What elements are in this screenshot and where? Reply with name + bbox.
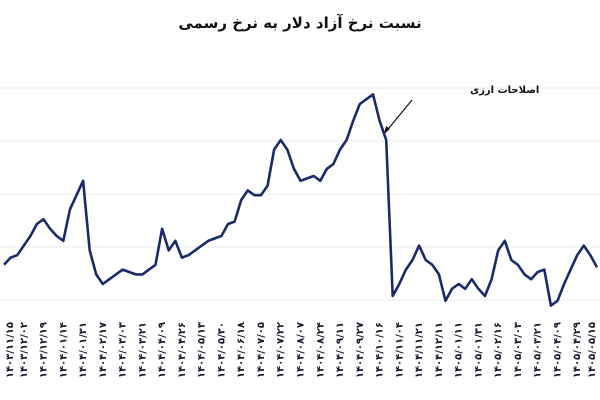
x-tick-label: ۱۴۰۵/۰۱/۱۱ bbox=[454, 322, 465, 378]
data-line bbox=[3, 93, 599, 307]
x-tick-label: ۱۴۰۳/۱۲/۱۹ bbox=[39, 322, 50, 378]
x-tick-label: ۱۴۰۴/۰۳/۲۱ bbox=[137, 322, 148, 378]
x-tick-label: ۱۴۰۵/۰۴/۲۹ bbox=[572, 322, 583, 378]
x-tick-label: ۱۴۰۴/۰۹/۲۷ bbox=[355, 322, 366, 378]
x-tick-label: ۱۴۰۴/۱۱/۲۱ bbox=[414, 322, 425, 378]
x-tick-label: ۱۴۰۳/۱۲/۰۲ bbox=[19, 322, 30, 378]
x-tick-label: ۱۴۰۴/۰۷/۲۲ bbox=[276, 322, 287, 378]
x-tick-label: ۱۴۰۵/۰۲/۱۶ bbox=[493, 322, 504, 378]
x-tick-label: ۱۴۰۴/۰۸/۲۴ bbox=[315, 322, 326, 378]
x-tick-label: ۱۴۰۴/۰۵/۳۰ bbox=[216, 322, 227, 378]
x-tick-label: ۱۴۰۴/۱۱/۰۴ bbox=[394, 322, 405, 378]
x-tick-label: ۱۴۰۳/۱۱/۱۵ bbox=[5, 322, 16, 378]
x-tick-label: ۱۴۰۴/۰۹/۱۱ bbox=[335, 322, 346, 378]
x-tick-label: ۱۴۰۵/۰۳/۲۱ bbox=[533, 322, 544, 378]
arrow-head bbox=[384, 126, 390, 134]
x-tick-label: ۱۴۰۴/۰۴/۲۶ bbox=[177, 322, 188, 378]
x-tick-label: ۱۴۰۴/۰۱/۳۱ bbox=[78, 322, 89, 378]
chart-title: نسبت نرخ آزاد دلار به نرخ رسمی bbox=[178, 14, 421, 32]
x-tick-label: ۱۴۰۴/۰۶/۱۸ bbox=[236, 322, 247, 378]
x-tick-label: ۱۴۰۵/۰۴/۰۹ bbox=[552, 322, 563, 378]
x-tick-label: ۱۴۰۴/۰۸/۰۷ bbox=[296, 322, 307, 378]
x-tick-label: ۱۴۰۴/۱۲/۱۱ bbox=[434, 322, 445, 378]
x-tick-label: ۱۴۰۴/۰۳/۰۳ bbox=[118, 322, 129, 378]
x-tick-label: ۱۴۰۴/۰۷/۰۵ bbox=[256, 322, 267, 378]
x-tick-label: ۱۴۰۴/۰۱/۱۴ bbox=[58, 322, 69, 378]
x-tick-label: ۱۴۰۴/۱۰/۱۶ bbox=[375, 322, 386, 378]
grid bbox=[0, 87, 600, 301]
x-tick-label: ۱۴۰۵/۰۵/۱۵ bbox=[587, 322, 598, 378]
x-tick-label: ۱۴۰۴/۰۴/۰۹ bbox=[157, 322, 168, 378]
annotation: اصلاحات ارزی bbox=[470, 85, 539, 96]
x-tick-label: ۱۴۰۴/۰۲/۱۷ bbox=[98, 322, 109, 378]
x-tick-label: ۱۴۰۵/۰۳/۰۳ bbox=[513, 322, 524, 378]
x-tick-label: ۱۴۰۵/۰۱/۳۱ bbox=[473, 322, 484, 378]
x-tick-label: ۱۴۰۴/۰۵/۱۳ bbox=[197, 322, 208, 378]
